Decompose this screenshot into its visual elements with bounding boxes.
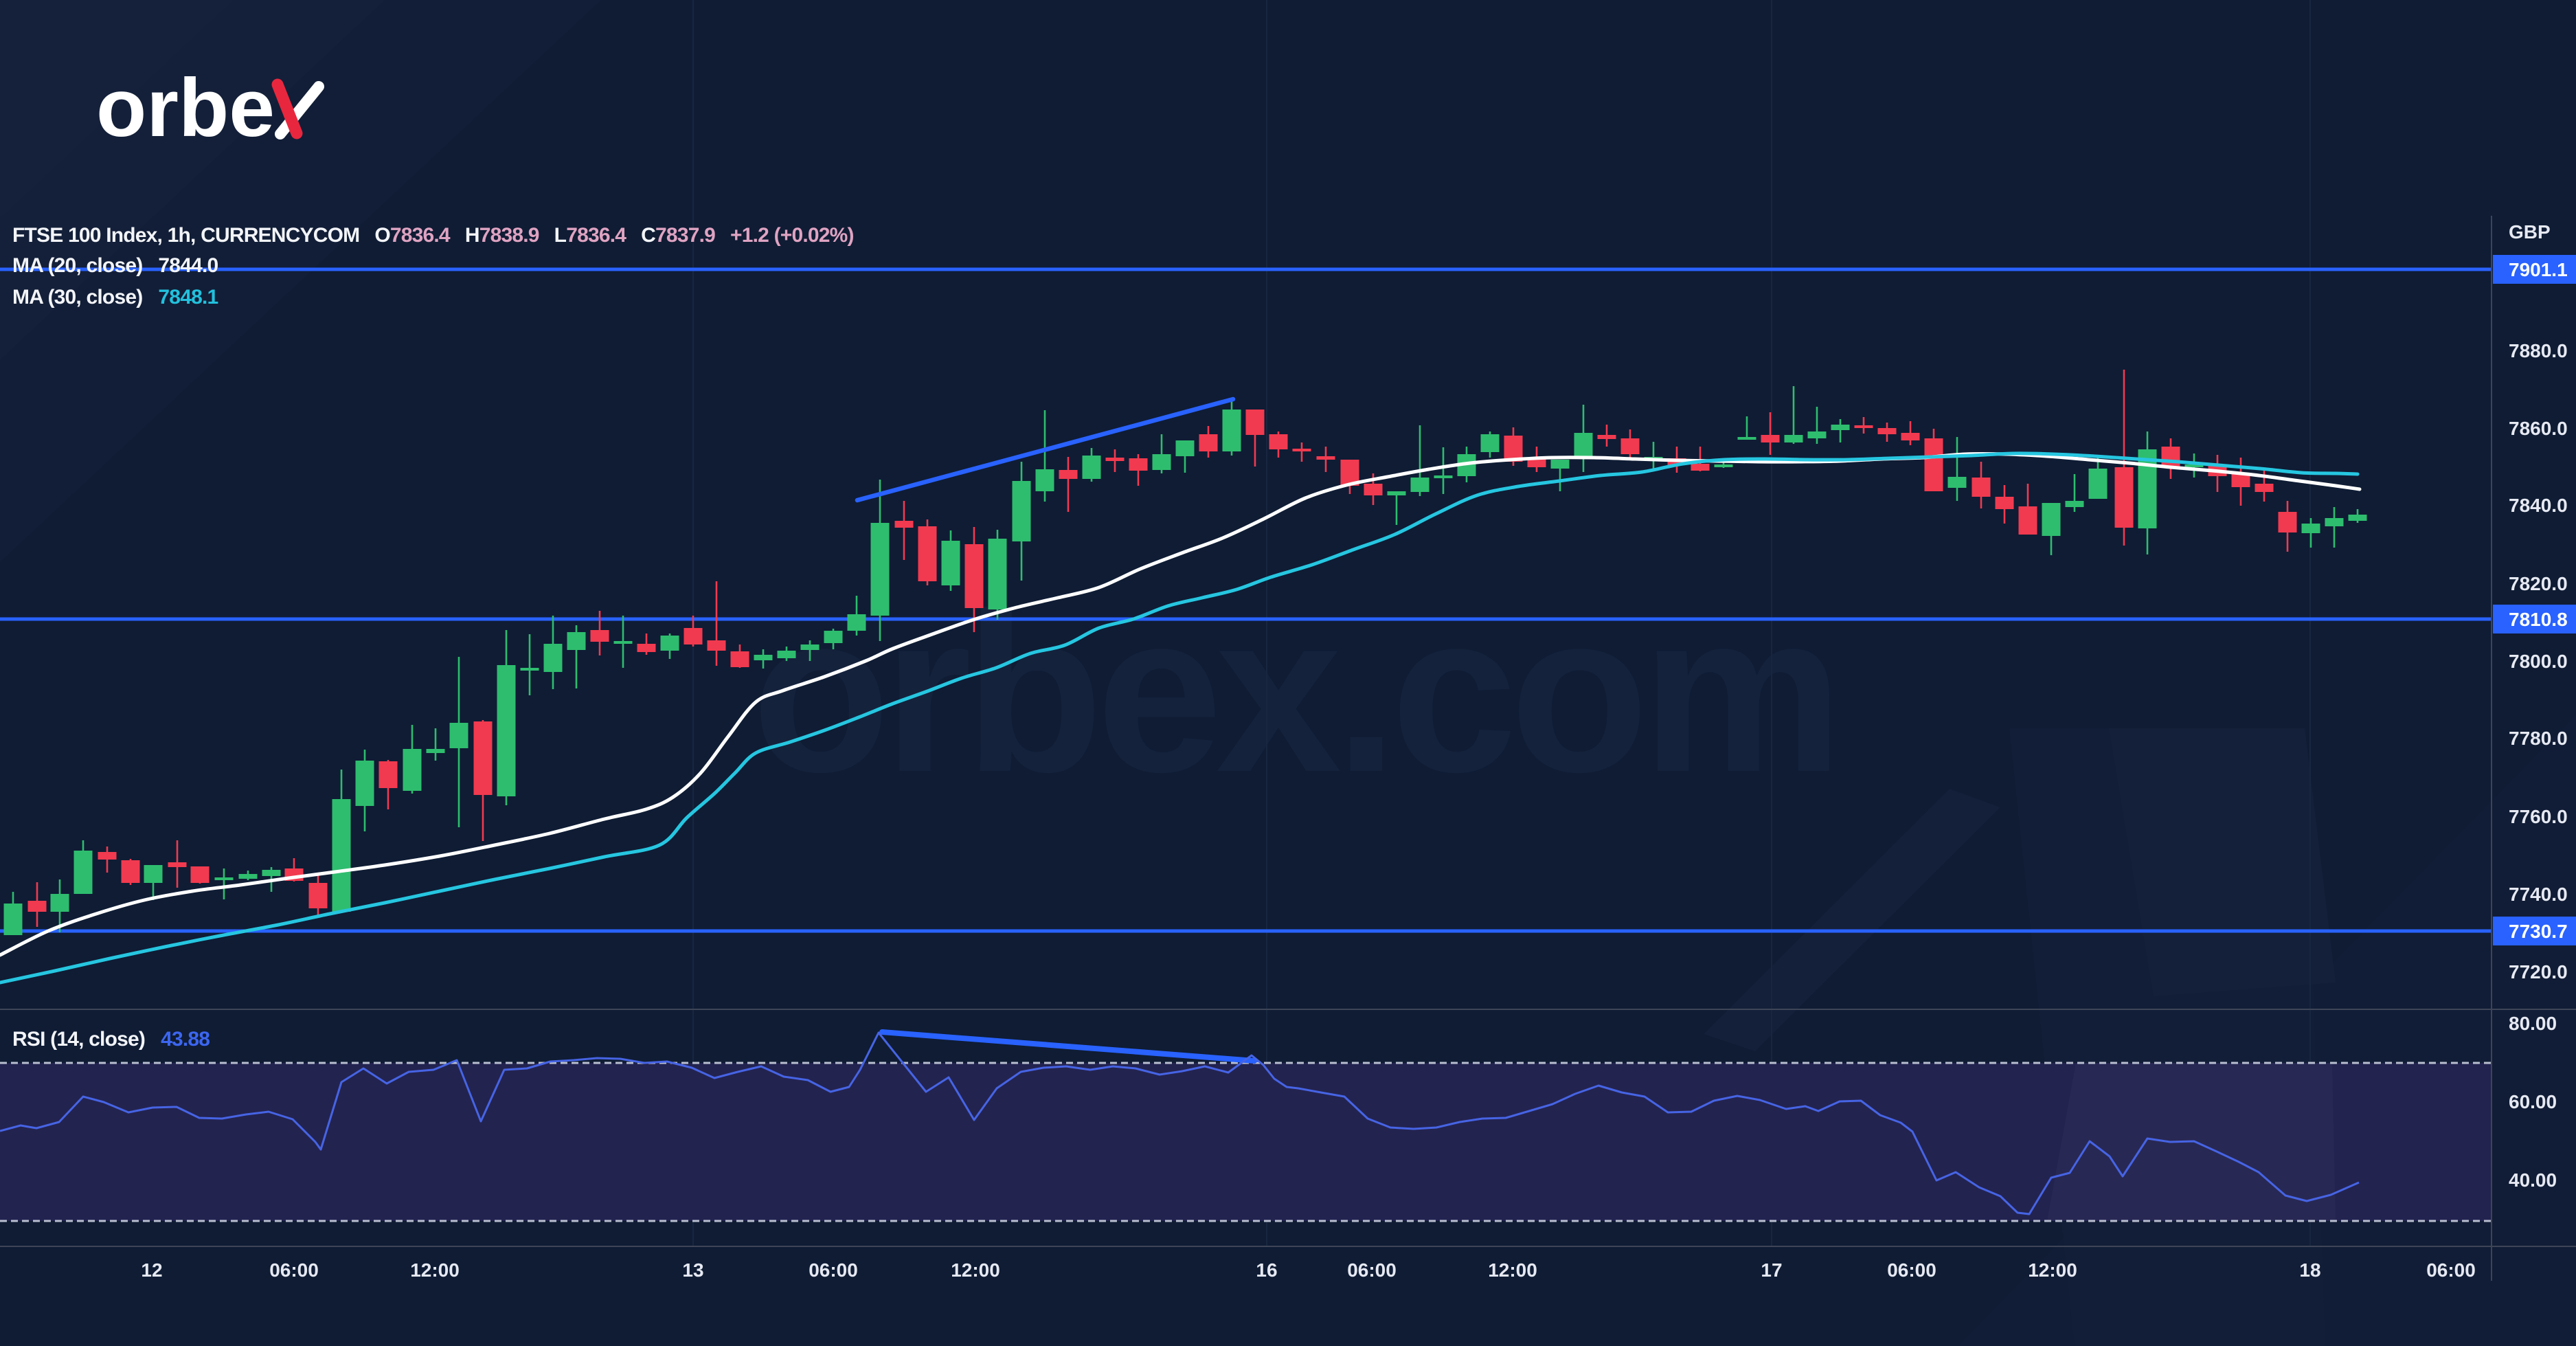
svg-text:06:00: 06:00 bbox=[269, 1259, 319, 1281]
svg-text:12:00: 12:00 bbox=[951, 1259, 1000, 1281]
svg-text:06:00: 06:00 bbox=[809, 1259, 858, 1281]
svg-text:18: 18 bbox=[2299, 1259, 2320, 1281]
svg-text:12: 12 bbox=[141, 1259, 162, 1281]
svg-text:7880.0: 7880.0 bbox=[2509, 340, 2568, 361]
svg-text:7820.0: 7820.0 bbox=[2509, 573, 2568, 594]
svg-text:7720.0: 7720.0 bbox=[2509, 961, 2568, 983]
svg-text:80.00: 80.00 bbox=[2509, 1013, 2557, 1034]
svg-text:7800.0: 7800.0 bbox=[2509, 651, 2568, 672]
svg-text:GBP: GBP bbox=[2509, 221, 2551, 243]
svg-text:7810.8: 7810.8 bbox=[2509, 609, 2568, 630]
svg-text:60.00: 60.00 bbox=[2509, 1091, 2557, 1112]
svg-text:7901.1: 7901.1 bbox=[2509, 259, 2568, 280]
svg-text:13: 13 bbox=[682, 1259, 703, 1281]
svg-text:orbex.com: orbex.com bbox=[752, 565, 1837, 819]
svg-text:16: 16 bbox=[1256, 1259, 1277, 1281]
svg-text:7780.0: 7780.0 bbox=[2509, 728, 2568, 749]
svg-text:MA (20, close)7844.0: MA (20, close) 7844.0 bbox=[12, 254, 218, 277]
svg-text:orbe: orbe bbox=[96, 62, 275, 154]
svg-text:RSI (14, close)43.88: RSI (14, close) 43.88 bbox=[12, 1028, 210, 1051]
svg-text:MA (30, close)7848.1: MA (30, close) 7848.1 bbox=[12, 286, 218, 309]
svg-text:7840.0: 7840.0 bbox=[2509, 495, 2568, 516]
svg-text:FTSE 100 Index, 1h, CURRENCYCO: FTSE 100 Index, 1h, CURRENCYCOM O7836.4 H7… bbox=[12, 224, 854, 247]
svg-text:06:00: 06:00 bbox=[1887, 1259, 1936, 1281]
svg-text:12:00: 12:00 bbox=[2028, 1259, 2077, 1281]
svg-text:06:00: 06:00 bbox=[1347, 1259, 1397, 1281]
svg-text:7730.7: 7730.7 bbox=[2509, 921, 2568, 942]
svg-text:7760.0: 7760.0 bbox=[2509, 806, 2568, 827]
svg-text:7860.0: 7860.0 bbox=[2509, 418, 2568, 439]
svg-text:12:00: 12:00 bbox=[1488, 1259, 1537, 1281]
svg-text:7740.0: 7740.0 bbox=[2509, 884, 2568, 905]
svg-text:12:00: 12:00 bbox=[410, 1259, 460, 1281]
svg-text:40.00: 40.00 bbox=[2509, 1169, 2557, 1191]
svg-text:06:00: 06:00 bbox=[2426, 1259, 2476, 1281]
svg-text:17: 17 bbox=[1761, 1259, 1782, 1281]
